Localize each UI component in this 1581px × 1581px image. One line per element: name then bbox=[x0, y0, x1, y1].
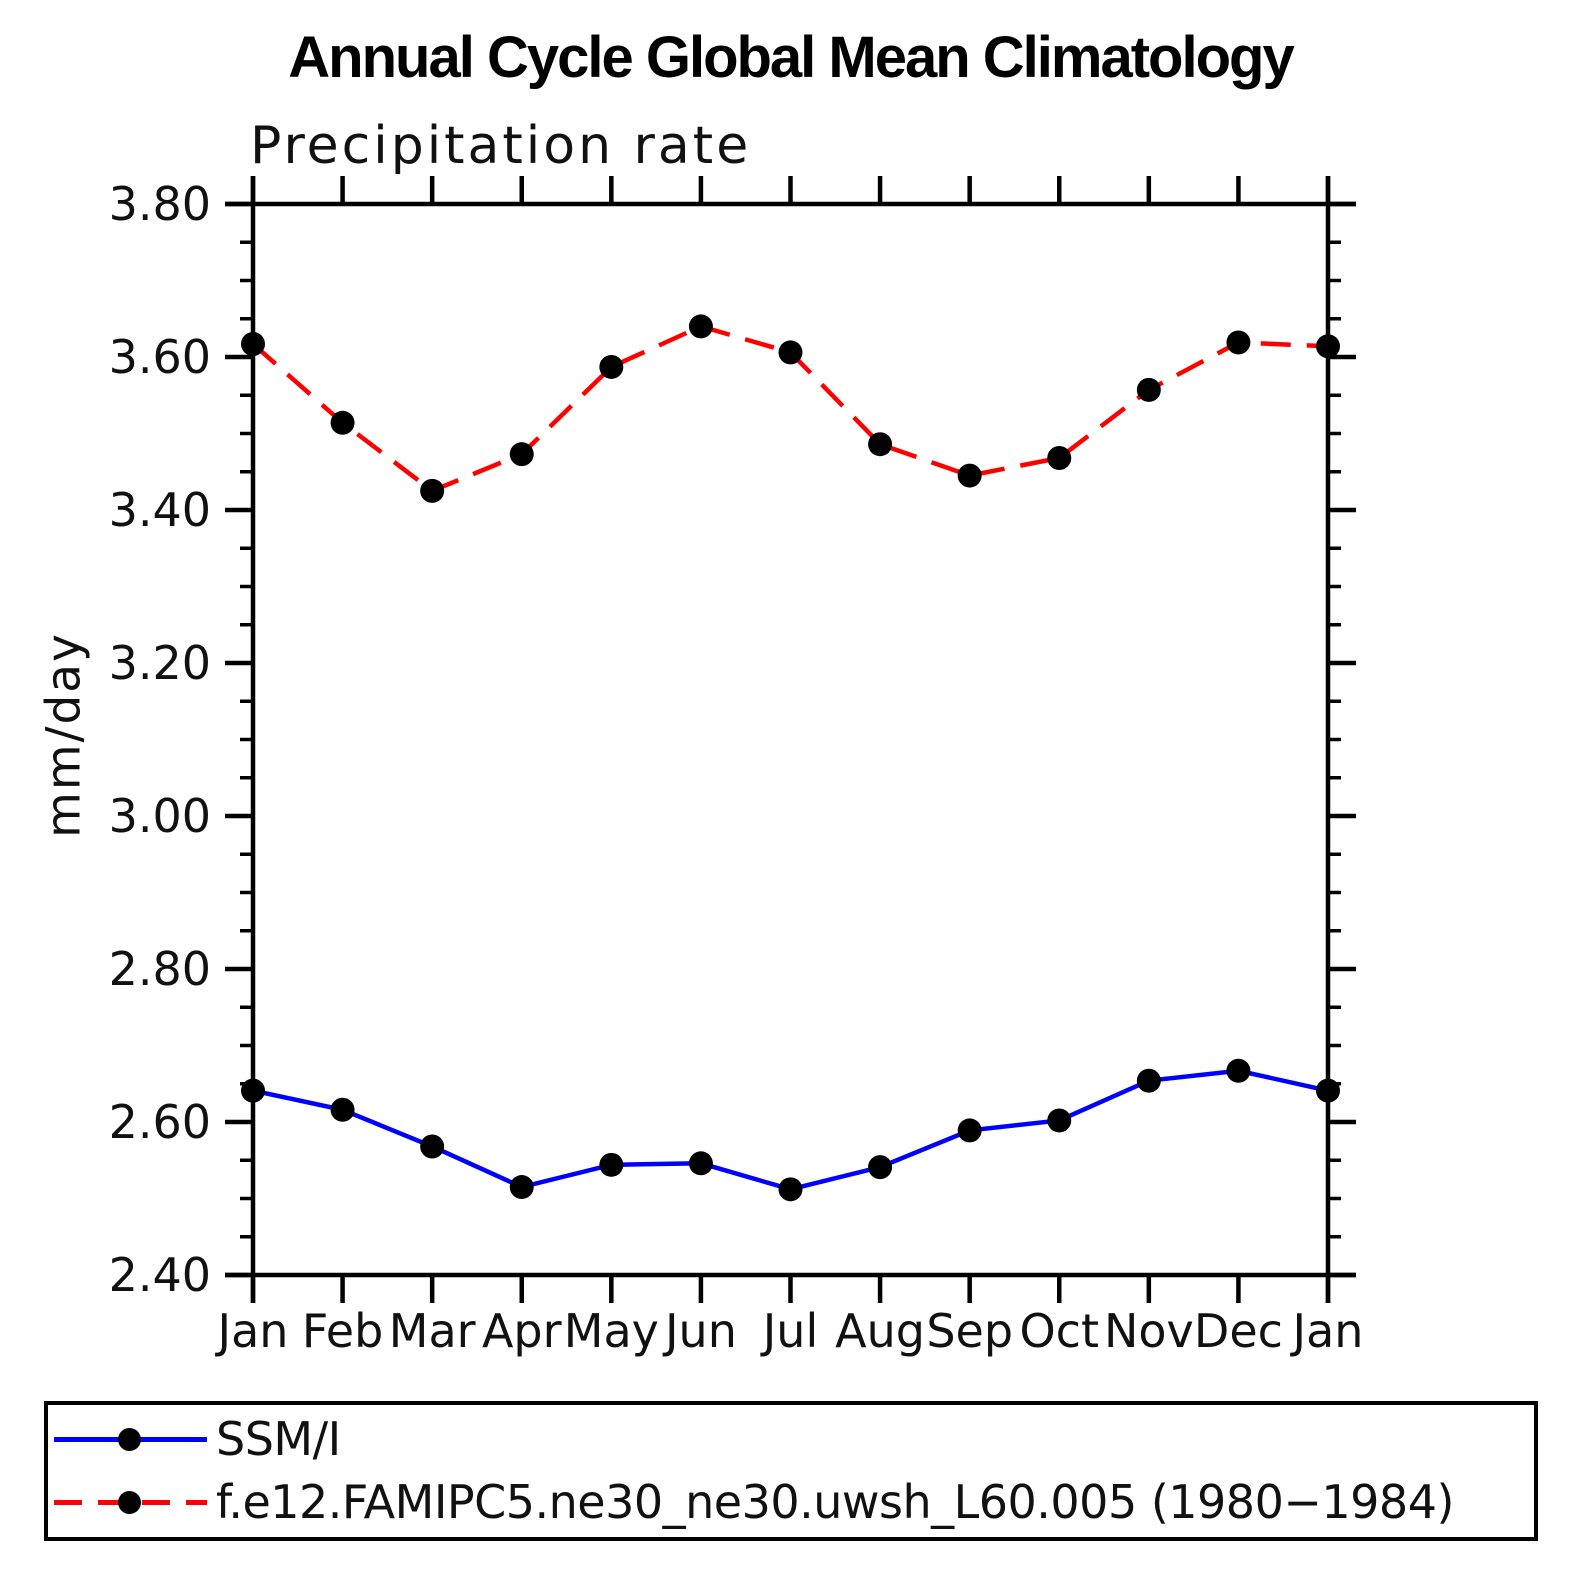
x-tick-label: Jan bbox=[1290, 1304, 1364, 1358]
legend-marker-circle bbox=[118, 1428, 141, 1451]
data-point-marker bbox=[957, 1118, 982, 1143]
data-point-marker bbox=[241, 1078, 265, 1103]
data-point-marker bbox=[241, 331, 265, 356]
data-point-marker bbox=[420, 1134, 445, 1159]
data-point-marker bbox=[1047, 1108, 1072, 1133]
data-point-marker bbox=[868, 1155, 893, 1180]
y-tick-label: 3.60 bbox=[109, 330, 211, 384]
x-tick-label: Jul bbox=[760, 1304, 819, 1358]
data-point-marker bbox=[1047, 445, 1072, 470]
x-tick-label: Jan bbox=[215, 1304, 289, 1358]
x-tick-label: Apr bbox=[482, 1304, 562, 1358]
x-tick-label: Aug bbox=[835, 1304, 925, 1358]
data-point-marker bbox=[868, 432, 893, 457]
data-point-marker bbox=[778, 1177, 803, 1202]
data-point-marker bbox=[599, 1152, 624, 1177]
data-point-marker bbox=[957, 463, 982, 488]
x-tick-label: Jun bbox=[662, 1304, 737, 1358]
legend-label: SSM/I bbox=[216, 1411, 341, 1466]
data-point-marker bbox=[1136, 377, 1161, 402]
y-tick-label: 3.80 bbox=[109, 177, 211, 231]
y-tick-label: 2.40 bbox=[109, 1248, 211, 1302]
x-tick-label: Feb bbox=[302, 1304, 383, 1358]
series-line-0 bbox=[252, 1068, 1329, 1192]
data-point-marker bbox=[1316, 1078, 1340, 1103]
y-tick-label: 2.80 bbox=[109, 942, 211, 996]
data-point-marker bbox=[1136, 1068, 1161, 1093]
y-tick-label: 3.40 bbox=[109, 483, 211, 537]
x-tick-label: Oct bbox=[1019, 1304, 1099, 1358]
chart-subtitle: Precipitation rate bbox=[250, 116, 752, 176]
data-point-marker bbox=[599, 354, 624, 379]
data-point-marker bbox=[1226, 1058, 1251, 1083]
data-point-marker bbox=[509, 442, 534, 467]
chart-title: Annual Cycle Global Mean Climatology bbox=[288, 25, 1294, 90]
legend-label: f.e12.FAMIPC5.ne30_ne30.uwsh_L60.005 (19… bbox=[216, 1474, 1454, 1529]
data-point-marker bbox=[1316, 334, 1340, 359]
data-point-marker bbox=[509, 1175, 534, 1200]
legend: SSM/I f.e12.FAMIPC5.ne30_ne30.uwsh_L60.0… bbox=[44, 1401, 1538, 1541]
data-point-marker bbox=[330, 1097, 355, 1122]
x-tick-label: May bbox=[564, 1304, 659, 1358]
data-point-marker bbox=[688, 1151, 713, 1176]
x-tick-label: Nov bbox=[1104, 1304, 1194, 1358]
y-tick-label: 3.00 bbox=[109, 789, 211, 843]
legend-marker-circle bbox=[118, 1491, 141, 1514]
x-tick-label: Sep bbox=[926, 1304, 1013, 1358]
data-point-marker bbox=[1226, 330, 1251, 355]
x-tick-label: Dec bbox=[1194, 1304, 1283, 1358]
y-tick-label: 3.20 bbox=[109, 636, 211, 690]
data-point-marker bbox=[778, 340, 803, 365]
y-tick-label: 2.60 bbox=[109, 1095, 211, 1149]
data-point-marker bbox=[688, 314, 713, 339]
data-point-marker bbox=[420, 478, 445, 503]
x-tick-label: Mar bbox=[389, 1304, 476, 1358]
data-point-marker bbox=[330, 410, 355, 435]
